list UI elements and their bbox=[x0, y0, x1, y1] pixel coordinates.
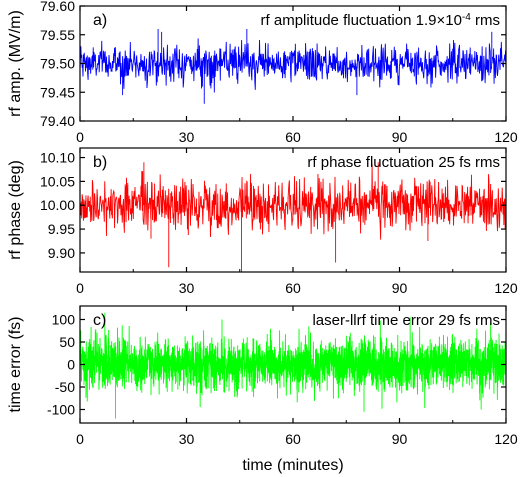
panel-title: laser-llrf time error 29 fs rms bbox=[312, 312, 500, 329]
x-tick-label: 90 bbox=[392, 280, 408, 296]
y-axis-label: rf phase (deg) bbox=[7, 160, 24, 260]
panel-title: rf phase fluctuation 25 fs rms bbox=[307, 154, 500, 171]
y-tick-label: 10.05 bbox=[40, 173, 75, 189]
y-tick-label: 100 bbox=[52, 312, 76, 328]
y-tick-label: -50 bbox=[55, 379, 75, 395]
y-tick-label: -100 bbox=[47, 402, 75, 418]
y-tick-label: 79.50 bbox=[40, 56, 75, 72]
x-tick-label: 30 bbox=[179, 431, 195, 447]
x-tick-label: 60 bbox=[285, 431, 301, 447]
x-tick-label: 60 bbox=[285, 129, 301, 145]
panel-3: 0 30 60 90 120 -100 -50 0 50 100 c) laser-llrf time… bbox=[7, 305, 518, 447]
series-line-1-1 bbox=[79, 29, 507, 104]
y-axis-label: time error (fs) bbox=[7, 317, 24, 413]
x-tick-label: 30 bbox=[179, 280, 195, 296]
x-tick-label: 120 bbox=[494, 280, 518, 296]
x-tick-label: 60 bbox=[285, 280, 301, 296]
x-tick-label: 90 bbox=[392, 431, 408, 447]
x-tick-label: 0 bbox=[76, 280, 84, 296]
y-tick-label: 79.45 bbox=[40, 84, 75, 100]
panel-2: 0 30 60 90 120 9.90 9.95 10.00 10.05 10.10 b) rf ph… bbox=[7, 147, 518, 296]
series-line-2-1 bbox=[79, 162, 507, 272]
x-tick-label: 0 bbox=[76, 129, 84, 145]
panel-tag: b) bbox=[93, 154, 107, 171]
y-axis-label: rf amp. (MV/m) bbox=[7, 10, 24, 117]
panel-tag: c) bbox=[93, 312, 106, 329]
series-line-3-1 bbox=[79, 312, 507, 419]
x-tick-label: 120 bbox=[494, 431, 518, 447]
panel-title: rf amplitude fluctuation 1.9×10-4 rms bbox=[261, 12, 500, 30]
y-tick-label: 50 bbox=[59, 334, 75, 350]
y-tick-label: 10.10 bbox=[40, 150, 75, 166]
panel-1: 0 30 60 90 120 79.40 79.45 79.50 79.55 79.60 a) rf … bbox=[7, 0, 518, 145]
x-tick-label: 0 bbox=[76, 431, 84, 447]
y-tick-label: 79.60 bbox=[40, 0, 75, 14]
y-tick-label: 0 bbox=[67, 357, 75, 373]
x-tick-label: 90 bbox=[392, 129, 408, 145]
y-tick-label: 9.90 bbox=[48, 245, 75, 261]
panel-tag: a) bbox=[93, 12, 107, 29]
x-tick-label: 30 bbox=[179, 129, 195, 145]
y-tick-label: 79.55 bbox=[40, 27, 75, 43]
x-axis-label: time (minutes) bbox=[242, 457, 343, 474]
y-tick-label: 9.95 bbox=[48, 221, 75, 237]
y-tick-label: 79.40 bbox=[40, 113, 75, 129]
y-tick-label: 10.00 bbox=[40, 197, 75, 213]
x-tick-label: 120 bbox=[494, 129, 518, 145]
